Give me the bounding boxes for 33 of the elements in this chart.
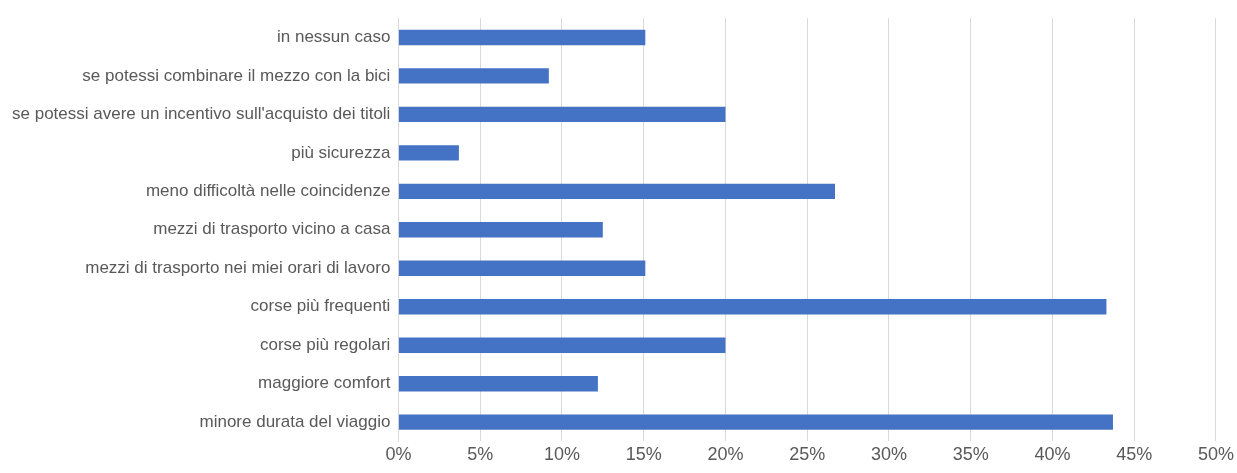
- bar: [398, 183, 835, 200]
- x-tick-label: 35%: [952, 444, 989, 465]
- x-tick-label: 5%: [467, 444, 494, 465]
- bar: [398, 106, 726, 123]
- x-tick-label: 20%: [707, 444, 744, 465]
- y-tick-label: corse più frequenti: [250, 296, 391, 316]
- bar: [398, 222, 603, 238]
- x-tick-label: 45%: [1116, 444, 1153, 465]
- bar: [398, 68, 549, 84]
- y-tick-label: mezzi di trasporto nei miei orari di lavoro: [85, 257, 391, 277]
- y-tick-label: più sicurezza: [291, 142, 391, 162]
- y-tick-label: minore durata del viaggio: [199, 411, 391, 431]
- bar: [398, 145, 459, 161]
- bar: [398, 299, 1107, 315]
- y-tick-label: maggiore comfort: [258, 373, 391, 393]
- bar: [398, 29, 646, 46]
- y-tick-label: se potessi combinare il mezzo con la bici: [82, 65, 391, 85]
- y-tick-label: meno difficoltà nelle coincidenze: [145, 181, 391, 201]
- x-tick-label: 25%: [789, 444, 826, 465]
- y-tick-label: corse più regolari: [259, 334, 391, 354]
- y-tick-label: in nessun caso: [276, 27, 391, 47]
- y-tick-label: mezzi di trasporto vicino a casa: [153, 219, 391, 239]
- bar: [398, 337, 726, 353]
- x-tick-label: 30%: [870, 444, 907, 465]
- x-tick-label: 50%: [1197, 444, 1234, 465]
- x-tick-label: 0%: [385, 444, 412, 465]
- x-tick-label: 15%: [625, 444, 662, 465]
- bar: [398, 414, 1113, 430]
- x-tick-label: 10%: [543, 444, 580, 465]
- x-tick-label: 40%: [1034, 444, 1071, 465]
- bar: [398, 376, 598, 392]
- bar: [398, 260, 646, 276]
- y-tick-label: se potessi avere un incentivo sull'acquisto dei titoli: [11, 104, 391, 124]
